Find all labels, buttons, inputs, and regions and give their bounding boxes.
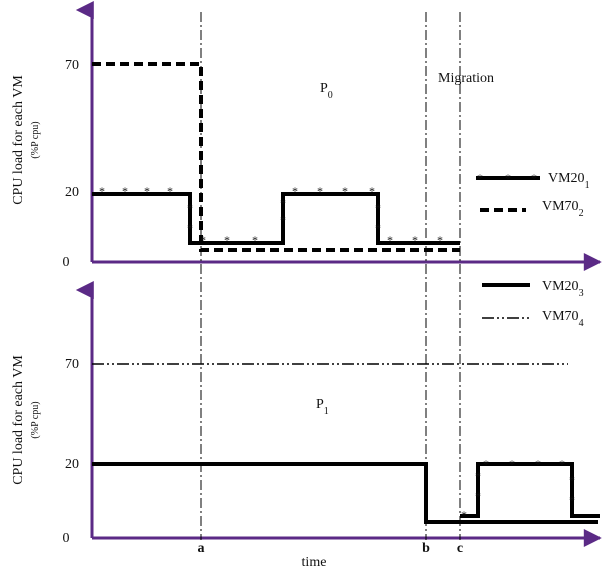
star-marker: *: [187, 201, 193, 215]
star-marker: *: [375, 201, 381, 215]
p1-ytick-0: 0: [63, 531, 70, 546]
legend-stars-vm20-1: * * *: [477, 171, 537, 185]
star-marker: *: [167, 184, 173, 198]
p1-series-vm20-3: [92, 462, 598, 524]
star-marker: *: [412, 233, 418, 247]
star-marker: *: [569, 473, 575, 487]
p1-panel-label: P1: [316, 397, 329, 417]
star-marker: *: [99, 184, 105, 198]
p0-ylabel: CPU load for each VM: [11, 75, 26, 205]
star-marker: *: [224, 233, 230, 247]
event-markers: a b c: [198, 12, 463, 556]
p0-panel-label: P0: [320, 81, 333, 101]
p1-series-vm20-1: [460, 462, 600, 518]
star-marker: *: [483, 457, 489, 471]
star-marker: *: [144, 184, 150, 198]
star-marker: *: [531, 171, 537, 185]
star-marker: *: [292, 184, 298, 198]
legend-label-vm70-2: VM702: [542, 199, 584, 219]
legend-label-vm20-3: VM203: [542, 279, 584, 299]
star-marker: *: [200, 233, 206, 247]
star-marker: *: [535, 457, 541, 471]
x-axis-label: time: [302, 555, 327, 570]
star-marker: *: [375, 221, 381, 235]
p0-ylabel-sub: (%P cpu): [30, 121, 41, 158]
star-marker: *: [505, 171, 511, 185]
p0-series-vm70-2: [92, 62, 460, 252]
star-marker: *: [387, 233, 393, 247]
p1-ylabel-sub: (%P cpu): [30, 401, 41, 438]
star-marker: *: [280, 213, 286, 227]
star-marker: *: [252, 233, 258, 247]
p1-series-vm20-1-markers: * * * * * * * * *: [461, 457, 575, 522]
legend-label-vm70-4: VM704: [542, 309, 584, 329]
p0-series-vm20-1-markers: * * * * * * * * * * * * * * * * * * * *: [99, 184, 443, 247]
star-marker: *: [317, 184, 323, 198]
star-marker: *: [475, 469, 481, 483]
star-marker: *: [475, 489, 481, 503]
p1-ytick-70: 70: [65, 357, 79, 372]
star-marker: *: [437, 233, 443, 247]
p0-ytick-70: 70: [65, 58, 79, 73]
legend-label-vm20-1: VM201: [548, 171, 590, 191]
star-marker: *: [559, 457, 565, 471]
star-marker: *: [509, 457, 515, 471]
star-marker: *: [477, 171, 483, 185]
marker-label-c: c: [457, 541, 463, 556]
star-marker: *: [122, 184, 128, 198]
panel-p1: 0 20 70 CPU load for each VM (%P cpu) P1…: [11, 279, 602, 570]
marker-label-a: a: [198, 541, 205, 556]
star-marker: *: [187, 221, 193, 235]
star-marker: *: [461, 508, 467, 522]
star-marker: *: [369, 184, 375, 198]
p0-ytick-20: 20: [65, 185, 79, 200]
p0-migration-annotation: Migration: [438, 71, 494, 86]
p1-ytick-20: 20: [65, 457, 79, 472]
marker-label-b: b: [422, 541, 430, 556]
p0-series-vm20-1: [92, 192, 460, 245]
star-marker: *: [342, 184, 348, 198]
star-marker: *: [280, 196, 286, 210]
star-marker: *: [569, 493, 575, 507]
p1-ylabel: CPU load for each VM: [11, 355, 26, 485]
p0-ytick-0: 0: [63, 255, 70, 270]
panel-p0: 0 20 70 CPU load for each VM (%P cpu) P0…: [11, 1, 602, 271]
